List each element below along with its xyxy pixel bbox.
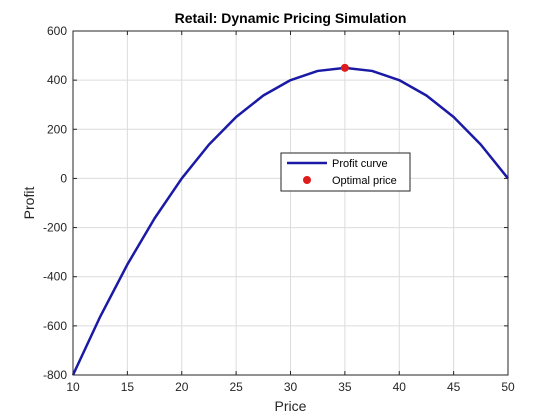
y-tick-label: -200 xyxy=(43,221,67,235)
y-tick-label: 600 xyxy=(47,24,67,38)
profit-curve-line xyxy=(71,66,509,376)
x-tick-label: 25 xyxy=(229,380,243,394)
legend-box xyxy=(280,152,411,192)
y-tick-label: -400 xyxy=(43,270,67,284)
x-tick-label: 35 xyxy=(338,380,352,394)
x-tick-label: 10 xyxy=(66,380,80,394)
x-tick-label: 30 xyxy=(284,380,298,394)
x-tick-label: 45 xyxy=(447,380,461,394)
y-tick-label: -800 xyxy=(43,368,67,382)
x-tick-label: 50 xyxy=(501,380,515,394)
series-layer xyxy=(71,63,509,376)
y-tick-label: -600 xyxy=(43,319,67,333)
y-tick-label: 0 xyxy=(60,171,67,185)
y-tick-label: 400 xyxy=(47,73,67,87)
ticks: 10 15 20 25 30 35 40 45 50 -800 -600 -400 -200 0 200 40… xyxy=(43,24,515,394)
legend-label-optimal-price: Optimal price xyxy=(332,175,397,187)
chart-title: Retail: Dynamic Pricing Simulation xyxy=(175,10,407,26)
x-tick-label: 40 xyxy=(393,380,407,394)
y-axis-label: Profit xyxy=(21,187,37,220)
x-tick-label: 15 xyxy=(121,380,135,394)
y-tick-label: 200 xyxy=(47,122,67,136)
x-axis-label: Price xyxy=(275,398,307,414)
legend-marker-swatch xyxy=(303,176,311,184)
optimal-price-point xyxy=(340,63,349,72)
legend: Profit curve Optimal price xyxy=(280,152,411,192)
legend-label-profit-curve: Profit curve xyxy=(332,158,388,170)
x-tick-label: 20 xyxy=(175,380,189,394)
